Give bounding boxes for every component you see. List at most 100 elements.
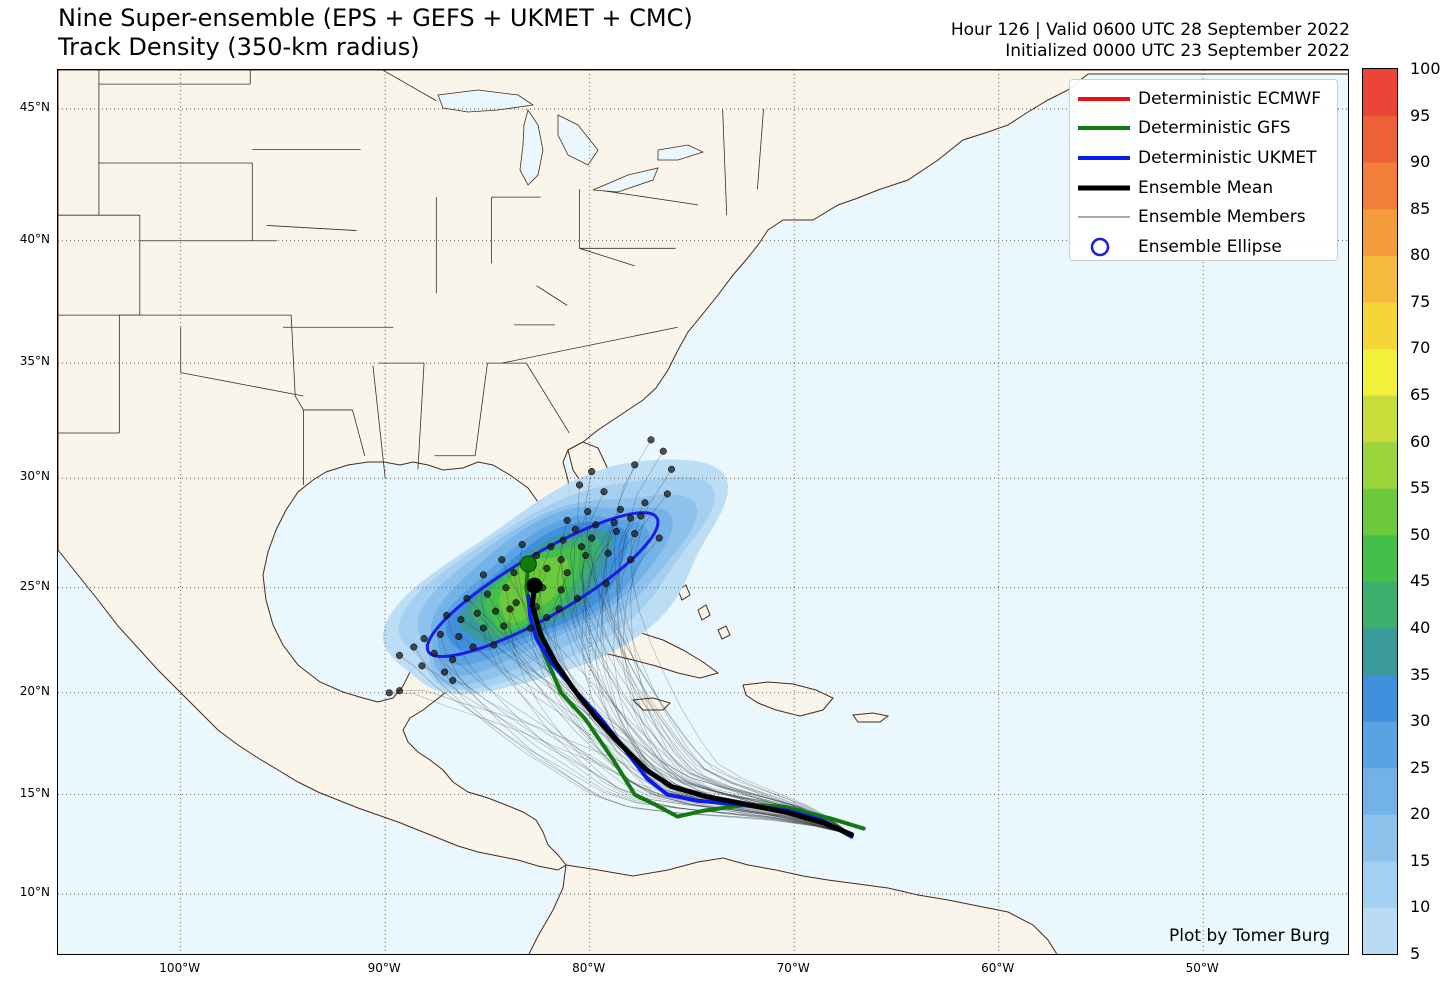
- colorbar-tick-label: 25: [1410, 757, 1431, 777]
- colorbar-band: [1363, 301, 1397, 349]
- lake-superior: [437, 89, 535, 113]
- ensemble-mean-track: [529, 583, 854, 838]
- colorbar-band: [1363, 69, 1397, 117]
- member-track: [539, 568, 852, 835]
- member-end-point: [659, 447, 667, 455]
- lat-label: 40°N: [19, 231, 50, 246]
- member-end-point: [443, 611, 451, 619]
- legend-item-gfs: Deterministic GFS: [1070, 114, 1337, 144]
- state-border-line: [266, 225, 357, 231]
- member-track: [601, 439, 852, 835]
- member-end-point: [627, 514, 635, 522]
- lake-ontario: [657, 144, 705, 161]
- colorbar-tick-label: 70: [1410, 338, 1431, 358]
- member-track: [509, 602, 852, 835]
- member-end-point: [555, 605, 563, 613]
- chart-title-block: Nine Super-ensemble (EPS + GEFS + UKMET …: [58, 4, 693, 62]
- lon-label: 90°W: [367, 961, 401, 975]
- member-end-point: [631, 461, 639, 469]
- member-end-point: [627, 556, 635, 564]
- valid-time: Hour 126 | Valid 0600 UTC 28 September 2…: [950, 20, 1350, 40]
- legend-item-ellipse: Ensemble Ellipse: [1070, 232, 1337, 262]
- member-end-point: [616, 505, 624, 513]
- colorbar-bands: [1363, 69, 1397, 955]
- member-end-point: [543, 564, 551, 572]
- member-track: [440, 634, 852, 835]
- jamaica-island: [631, 697, 671, 711]
- legend-item-ukmet: Deterministic UKMET: [1070, 143, 1337, 173]
- north-america-landmass: [58, 70, 1348, 871]
- member-end-point: [532, 603, 541, 611]
- member-end-point: [518, 540, 526, 549]
- member-end-point: [498, 556, 506, 564]
- member-end-point: [610, 519, 618, 527]
- state-border-line: [474, 363, 488, 456]
- hispaniola-island: [742, 681, 834, 717]
- lat-label: 45°N: [19, 100, 50, 114]
- state-border-line: [756, 108, 764, 190]
- state-border-line: [352, 409, 366, 456]
- member-end-point: [563, 569, 571, 577]
- state-border-line: [722, 108, 728, 216]
- state-border-line: [372, 365, 386, 479]
- member-end-point: [600, 488, 608, 496]
- member-end-point: [510, 569, 518, 577]
- member-track: [421, 665, 852, 835]
- member-end-point: [385, 689, 393, 697]
- lon-label: 70°W: [776, 961, 810, 975]
- member-track: [517, 544, 852, 835]
- member-end-point: [588, 467, 596, 476]
- member-track: [581, 531, 852, 835]
- colorbar-tick-label: 85: [1410, 198, 1431, 218]
- colorbar-band: [1363, 767, 1397, 815]
- colorbar-band: [1363, 814, 1397, 862]
- colorbar-band: [1363, 395, 1397, 443]
- member-end-point: [604, 549, 612, 557]
- lat-label: 35°N: [19, 354, 50, 369]
- member-end-point: [469, 643, 477, 651]
- member-end-point: [457, 616, 465, 624]
- member-end-point: [479, 624, 487, 632]
- colorbar: [1362, 68, 1398, 955]
- colorbar-tick-label: 5: [1410, 944, 1421, 963]
- legend-line-icon: [1078, 126, 1130, 131]
- chart-title: Nine Super-ensemble (EPS + GEFS + UKMET …: [58, 4, 693, 32]
- member-track: [590, 524, 852, 835]
- member-end-point: [563, 516, 571, 524]
- member-end-point: [526, 624, 534, 632]
- lat-label: 25°N: [19, 578, 50, 593]
- member-end-point: [641, 499, 649, 507]
- member-track: [466, 598, 852, 835]
- colorbar-tick-label: 60: [1410, 431, 1431, 451]
- south-america-landmass: [528, 857, 1058, 954]
- state-border-line: [593, 188, 699, 206]
- member-end-point: [512, 599, 520, 607]
- member-end-point: [500, 622, 508, 630]
- colorbar-tick-label: 50: [1410, 524, 1431, 544]
- colorbar-band: [1363, 627, 1397, 675]
- lat-label: 15°N: [19, 785, 50, 800]
- member-end-point: [592, 521, 600, 529]
- lat-label: 20°N: [19, 683, 50, 698]
- legend-circle-icon: [1090, 237, 1110, 257]
- lon-label: 60°W: [981, 961, 1015, 975]
- member-track: [618, 518, 852, 835]
- member-track: [584, 471, 852, 835]
- lake-huron: [557, 114, 599, 166]
- colorbar-band: [1363, 441, 1397, 489]
- legend-item-mean: Ensemble Mean: [1070, 173, 1337, 203]
- state-border-line: [525, 362, 570, 434]
- state-border-line: [381, 70, 437, 102]
- colorbar-tick-label: 90: [1410, 152, 1431, 172]
- member-track: [598, 583, 852, 835]
- colorbar-band: [1363, 534, 1397, 582]
- colorbar-band: [1363, 488, 1397, 536]
- member-end-point: [490, 641, 498, 649]
- legend-label: Ensemble Mean: [1138, 177, 1274, 198]
- member-track: [460, 619, 852, 835]
- member-end-point: [449, 656, 457, 664]
- member-end-point: [483, 590, 491, 598]
- member-end-point: [440, 668, 449, 676]
- colorbar-tick-label: 55: [1410, 478, 1431, 498]
- map-panel: [57, 69, 1349, 955]
